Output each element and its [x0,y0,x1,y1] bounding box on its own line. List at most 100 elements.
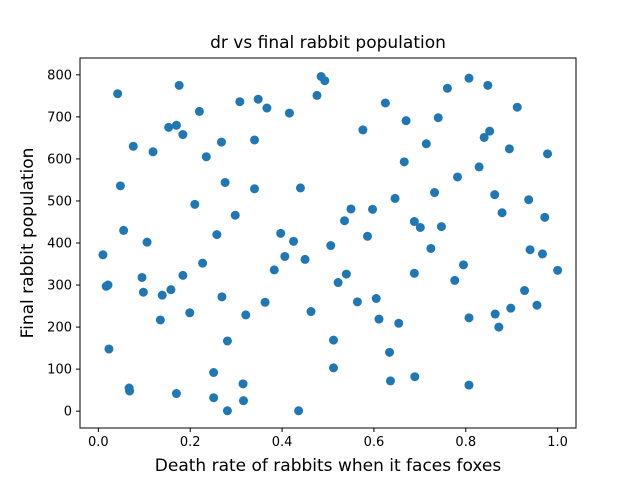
data-point [333,278,343,288]
data-point [260,297,270,307]
data-point [157,290,167,300]
data-point [137,272,147,282]
data-point [399,157,409,167]
y-tick-label: 0 [64,405,72,420]
data-point [115,181,125,191]
x-tick-label: 0.2 [180,435,201,450]
data-point [320,76,330,86]
data-point [306,307,316,317]
data-point [490,190,500,200]
x-tick-label: 0.8 [455,435,476,450]
data-point [222,336,232,346]
data-point [171,120,181,130]
data-point [450,275,460,285]
data-point [253,94,263,104]
data-point [504,144,514,154]
data-point [166,285,176,295]
data-point [464,73,474,83]
y-tick-label: 400 [47,237,72,252]
data-point [340,216,350,226]
y-tick-label: 500 [47,194,72,209]
data-point [371,294,381,303]
data-point [216,137,226,147]
data-point [103,280,113,290]
data-point [300,254,310,264]
data-point [235,97,245,107]
data-point [540,212,550,222]
x-tick-label: 0.0 [88,435,109,450]
data-point [171,389,181,399]
data-point [474,162,484,172]
data-point [148,147,158,157]
data-point [368,204,378,214]
data-point [442,83,452,93]
data-point [220,177,230,187]
data-point [464,380,474,390]
data-point [497,208,507,218]
data-point [241,310,251,320]
data-point [436,222,446,232]
chart-title: dr vs final rabbit population [210,33,446,53]
x-tick-label: 0.4 [272,435,293,450]
data-point [494,322,504,332]
data-point [209,368,219,377]
data-point [525,245,535,255]
data-point [174,80,184,90]
x-tick-label: 0.6 [364,435,385,450]
data-point [238,379,248,389]
data-point [483,80,493,90]
data-point [346,204,356,214]
data-point [430,188,440,198]
data-point [284,108,294,118]
data-point [269,265,279,275]
data-point [537,249,547,259]
data-point [142,237,152,247]
data-point [401,116,411,126]
data-point [329,335,339,345]
data-point [295,183,305,193]
data-point [194,106,204,116]
data-point [390,193,400,203]
data-point [104,344,114,354]
data-point [201,152,211,162]
data-point [178,270,188,280]
data-point [453,172,463,182]
x-axis-ticks: 0.0 0.2 0.4 0.6 0.8 1.0 [88,428,568,450]
y-tick-label: 300 [47,279,72,294]
data-point [520,286,530,296]
data-point [512,102,522,112]
data-point [479,132,489,142]
data-point [490,309,500,319]
data-point [409,268,419,278]
data-point [385,347,395,357]
data-point [190,199,200,209]
data-point [230,210,240,220]
y-tick-label: 800 [47,68,72,83]
data-point [410,372,420,382]
data-point [155,315,165,325]
data-point [250,135,260,145]
y-tick-label: 700 [47,110,72,125]
data-point [280,251,290,261]
data-point [222,406,232,416]
data-point [524,195,534,205]
data-point [209,393,219,403]
data-point [363,231,372,241]
data-point [198,258,208,268]
data-point [113,89,123,99]
data-point [506,303,516,313]
data-point [374,314,384,324]
data-point [125,386,135,396]
data-point [326,241,336,251]
data-point [329,363,339,373]
data-point [394,318,404,328]
data-point [212,230,222,240]
data-point [289,236,299,246]
data-point [250,184,260,194]
data-point [185,308,195,318]
y-tick-label: 100 [47,363,72,378]
y-axis-ticks: 0 100 200 300 400 500 600 700 800 [47,68,80,420]
x-axis-label: Death rate of rabbits when it faces foxe… [155,456,502,476]
data-point [543,149,553,159]
